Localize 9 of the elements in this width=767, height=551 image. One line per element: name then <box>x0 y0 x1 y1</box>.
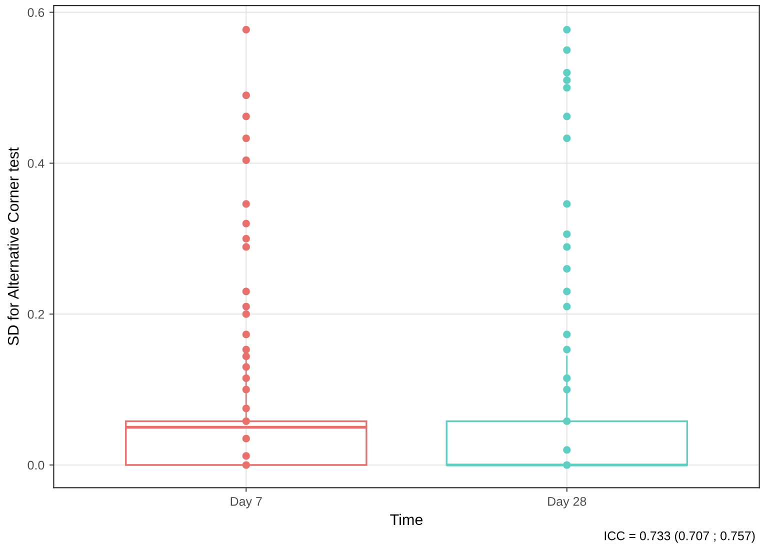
x-tick-label: Day 28 <box>548 496 586 508</box>
text: ICC = 0.733 (0.707 ; 0.757) <box>604 531 755 543</box>
y-tick-label: 0.0 <box>28 460 44 470</box>
y-tick-label: 0.6 <box>28 8 44 17</box>
x-axis-title: Time <box>390 514 423 526</box>
y-tick-label: 0.2 <box>28 310 44 319</box>
y-tick-label: 0.4 <box>28 159 44 168</box>
y-axis-title: SD for Alternative Corner test <box>7 147 19 346</box>
x-tick-label: Day 7 <box>230 497 262 508</box>
